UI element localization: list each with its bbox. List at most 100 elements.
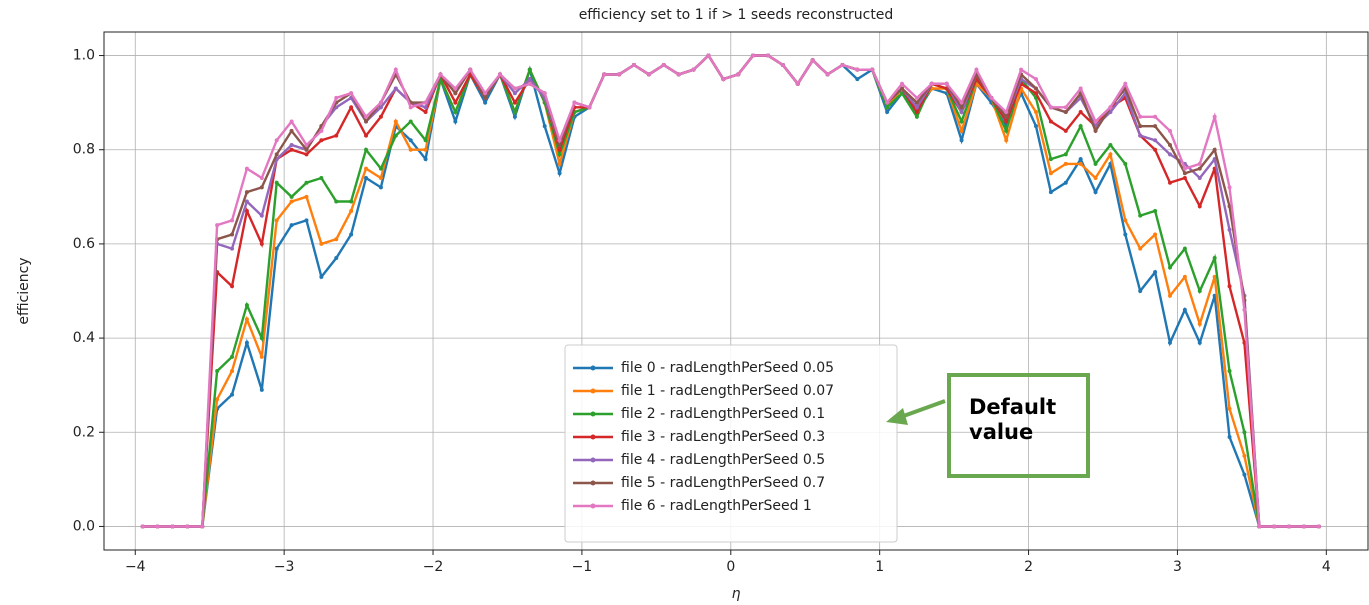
point <box>423 147 428 152</box>
plot-frame <box>103 31 1369 551</box>
point <box>364 147 369 152</box>
y-tick-label: 0.4 <box>73 330 95 346</box>
point <box>1078 124 1083 129</box>
point <box>1287 524 1292 529</box>
point <box>959 105 964 110</box>
point <box>1212 157 1217 162</box>
point <box>438 72 443 77</box>
point <box>855 67 860 72</box>
point <box>1063 180 1068 185</box>
point <box>661 62 666 67</box>
point <box>1004 110 1009 115</box>
point <box>572 100 577 105</box>
point <box>527 77 532 82</box>
point <box>1048 105 1053 110</box>
point <box>215 369 220 374</box>
point <box>1167 265 1172 270</box>
point <box>1272 524 1277 529</box>
legend-label: file 1 - radLengthPerSeed 0.07 <box>621 383 834 399</box>
point <box>959 128 964 133</box>
point <box>557 161 562 166</box>
point <box>244 208 249 213</box>
point <box>244 340 249 345</box>
point <box>1078 86 1083 91</box>
point <box>959 119 964 124</box>
point <box>378 185 383 190</box>
point <box>230 369 235 374</box>
point <box>274 138 279 143</box>
point <box>408 138 413 143</box>
point <box>1153 270 1158 275</box>
point <box>1093 190 1098 195</box>
point <box>453 91 458 96</box>
point <box>304 143 309 148</box>
point <box>230 284 235 289</box>
point <box>274 218 279 223</box>
x-tick-label: 2 <box>1024 559 1033 575</box>
point <box>1004 114 1009 119</box>
point <box>349 91 354 96</box>
point <box>810 58 815 63</box>
point <box>959 138 964 143</box>
point <box>1048 157 1053 162</box>
point <box>423 110 428 115</box>
point <box>1197 204 1202 209</box>
point <box>408 119 413 124</box>
point <box>1123 81 1128 86</box>
point <box>289 194 294 199</box>
point <box>349 232 354 237</box>
point <box>1197 166 1202 171</box>
point <box>230 246 235 251</box>
point <box>751 53 756 58</box>
legend-marker <box>590 365 596 371</box>
point <box>274 152 279 157</box>
y-axis-label: efficiency <box>16 257 32 324</box>
point <box>1033 77 1038 82</box>
plot-lines <box>140 53 1321 529</box>
x-tick-label: −2 <box>423 559 444 575</box>
point <box>364 175 369 180</box>
point <box>1182 175 1187 180</box>
point <box>780 62 785 67</box>
point <box>259 213 264 218</box>
point <box>423 100 428 105</box>
point <box>1242 472 1247 477</box>
annotation: Default value <box>947 373 1090 478</box>
point <box>423 157 428 162</box>
point <box>244 166 249 171</box>
legend-marker <box>590 434 596 440</box>
point <box>289 128 294 133</box>
point <box>1316 524 1321 529</box>
point <box>230 392 235 397</box>
point <box>259 241 264 246</box>
point <box>587 105 592 110</box>
point <box>1138 114 1143 119</box>
point <box>498 72 503 77</box>
legend-marker <box>590 388 596 394</box>
point <box>1093 128 1098 133</box>
point <box>557 143 562 148</box>
legend-label: file 0 - radLengthPerSeed 0.05 <box>621 360 834 376</box>
y-tick-label: 0.8 <box>73 142 95 158</box>
point <box>304 147 309 152</box>
point <box>1153 232 1158 237</box>
x-tick-label: 0 <box>726 559 735 575</box>
legend-label: file 6 - radLengthPerSeed 1 <box>621 498 812 514</box>
point <box>1227 369 1232 374</box>
point <box>1138 124 1143 129</box>
legend-marker <box>590 457 596 463</box>
point <box>557 152 562 157</box>
legend-marker <box>590 503 596 509</box>
point <box>1123 232 1128 237</box>
point <box>230 354 235 359</box>
point <box>378 105 383 110</box>
point <box>1004 128 1009 133</box>
point <box>974 67 979 72</box>
point <box>527 81 532 86</box>
x-tick-label: −3 <box>274 559 295 575</box>
point <box>1138 133 1143 138</box>
point <box>1153 208 1158 213</box>
point <box>1197 289 1202 293</box>
point <box>408 147 413 152</box>
point <box>185 524 190 529</box>
